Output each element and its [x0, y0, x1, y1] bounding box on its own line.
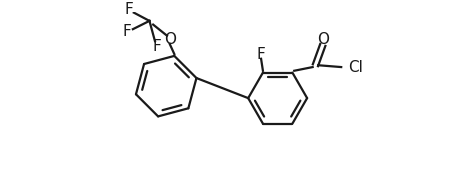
- Text: Cl: Cl: [349, 60, 364, 74]
- Text: F: F: [257, 47, 266, 62]
- Text: O: O: [164, 32, 176, 47]
- Text: O: O: [317, 32, 329, 47]
- Text: F: F: [153, 39, 161, 54]
- Text: F: F: [125, 2, 133, 17]
- Text: F: F: [123, 25, 132, 39]
